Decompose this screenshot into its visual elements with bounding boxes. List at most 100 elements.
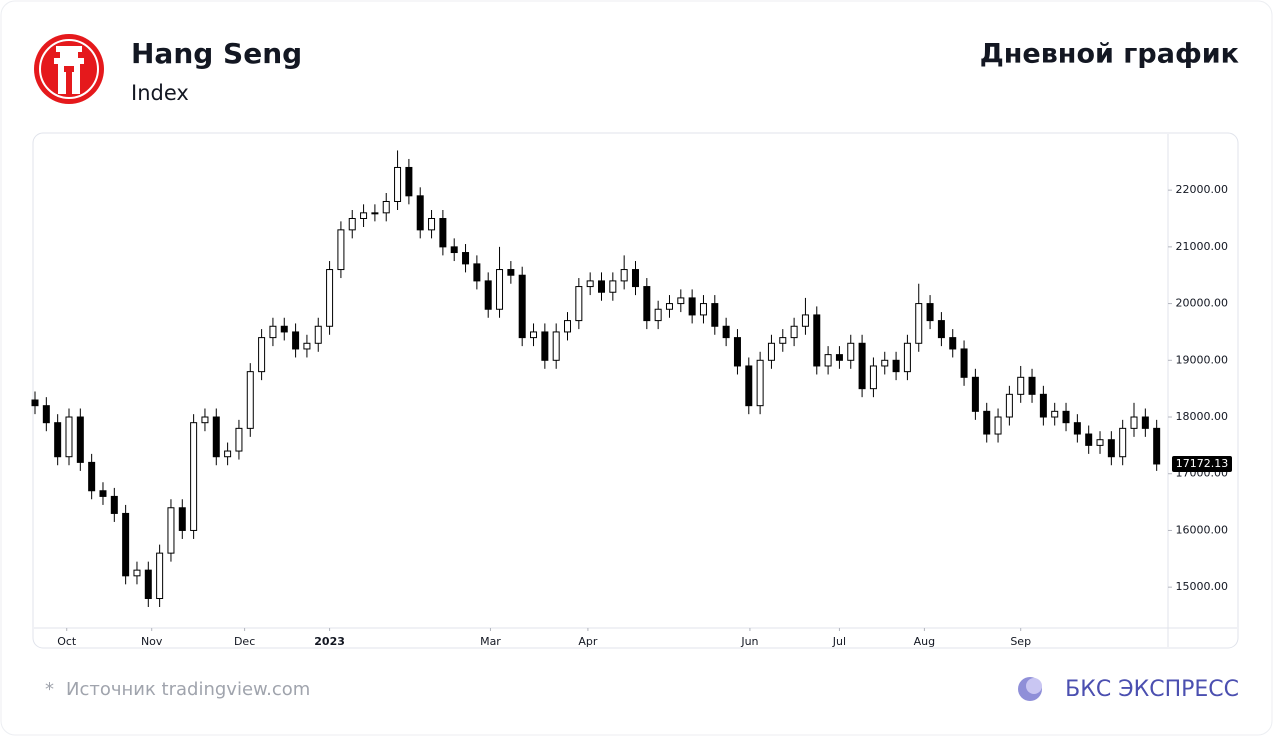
- chart-panel: [32, 132, 1239, 649]
- candle-body: [1051, 410, 1059, 418]
- x-tick-label: Nov: [141, 635, 163, 648]
- candle-body: [110, 495, 118, 514]
- chart-label: Дневной график: [980, 39, 1239, 70]
- candle-body: [654, 308, 662, 322]
- candle-body: [348, 218, 356, 231]
- candle-body: [643, 286, 651, 322]
- candle-body: [530, 331, 538, 339]
- candle-body: [65, 416, 73, 458]
- candle-body: [496, 269, 504, 310]
- candle-body: [926, 303, 934, 322]
- y-tick-label: 16000.00: [1176, 523, 1229, 536]
- candle-body: [598, 280, 605, 293]
- last-price-box: [1172, 455, 1232, 472]
- candle-body: [473, 263, 481, 282]
- y-tick-label: 18000.00: [1176, 410, 1229, 423]
- candle-body: [756, 359, 764, 407]
- candle-body: [133, 569, 141, 577]
- candle-body: [586, 280, 594, 288]
- candle-body: [1005, 393, 1013, 418]
- candle-body: [1028, 376, 1036, 395]
- x-tick-label: Mar: [480, 635, 501, 648]
- candle-body: [835, 354, 843, 361]
- candle-body: [258, 337, 266, 373]
- title: Hang Seng: [131, 37, 302, 70]
- candle-body: [31, 399, 39, 407]
- candle-body: [541, 331, 549, 361]
- candle-body: [178, 507, 186, 531]
- y-tick-label: 20000.00: [1176, 297, 1229, 310]
- candle-body: [711, 303, 719, 327]
- candle-body: [450, 246, 458, 254]
- y-tick-label: 15000.00: [1176, 580, 1229, 593]
- candle-body: [722, 325, 730, 339]
- candle-body: [801, 314, 809, 327]
- candle-body: [144, 569, 152, 600]
- candle-body: [949, 337, 957, 350]
- candle-body: [1096, 439, 1104, 446]
- candle-body: [224, 450, 232, 458]
- candle-body: [892, 359, 900, 373]
- candle-body: [314, 325, 322, 344]
- candle-body: [484, 280, 492, 310]
- candle-body: [1107, 439, 1115, 458]
- candle-body: [382, 200, 390, 214]
- candle-body: [1130, 416, 1138, 429]
- candle-body: [1073, 422, 1081, 435]
- candle-body: [813, 314, 821, 367]
- subtitle: Index: [131, 81, 189, 105]
- candle-body: [915, 303, 923, 344]
- candle-body: [1039, 393, 1047, 418]
- candle-body: [688, 297, 696, 316]
- brand: БКС ЭКСПРЕСС: [1065, 677, 1239, 702]
- candle-body: [303, 342, 311, 350]
- y-tick-label: 19000.00: [1176, 353, 1229, 366]
- candle-body: [564, 320, 572, 333]
- candle-body: [518, 274, 526, 339]
- candle-body: [733, 337, 741, 367]
- candle-body: [994, 416, 1002, 435]
- candle-body: [337, 229, 345, 271]
- x-tick-label: Jul: [832, 635, 846, 648]
- x-tick-label: Sep: [1010, 635, 1031, 648]
- candle-body: [235, 427, 243, 452]
- candle-body: [439, 218, 447, 248]
- candle-body: [824, 354, 832, 367]
- x-tick-label: 2023: [314, 635, 345, 648]
- last-price-label: 17172.13: [1176, 457, 1229, 470]
- x-tick-label: Oct: [57, 635, 77, 648]
- candle-body: [201, 416, 209, 424]
- candle-body: [371, 212, 379, 215]
- candle-body: [575, 286, 583, 322]
- candle-body: [1017, 376, 1025, 395]
- candle-body: [462, 252, 470, 265]
- candle-body: [507, 269, 515, 276]
- candle-body: [869, 365, 877, 390]
- y-tick-label: 22000.00: [1176, 183, 1229, 196]
- candle-body: [1062, 410, 1070, 424]
- candle-body: [326, 269, 334, 327]
- candle-body: [190, 422, 198, 531]
- candle-body: [292, 331, 300, 350]
- candle-body: [428, 218, 436, 231]
- y-tick-label: 21000.00: [1176, 240, 1229, 253]
- candle-body: [1153, 427, 1161, 465]
- candle-body: [971, 376, 979, 412]
- candle-body: [99, 490, 107, 497]
- candle-body: [699, 303, 707, 316]
- source: Источник tradingview.com: [66, 679, 310, 700]
- candle-body: [416, 195, 424, 231]
- candle-body: [280, 325, 288, 333]
- candle-body: [858, 342, 866, 390]
- brand-logo: [1018, 677, 1042, 701]
- x-tick-label: Jun: [740, 635, 758, 648]
- candle-body: [983, 410, 991, 435]
- candle-body: [790, 325, 798, 339]
- candle-body: [167, 507, 175, 554]
- candle-body: [881, 359, 889, 367]
- candle-body: [42, 405, 50, 424]
- candle-body: [1119, 427, 1127, 458]
- x-tick-label: Apr: [578, 635, 598, 648]
